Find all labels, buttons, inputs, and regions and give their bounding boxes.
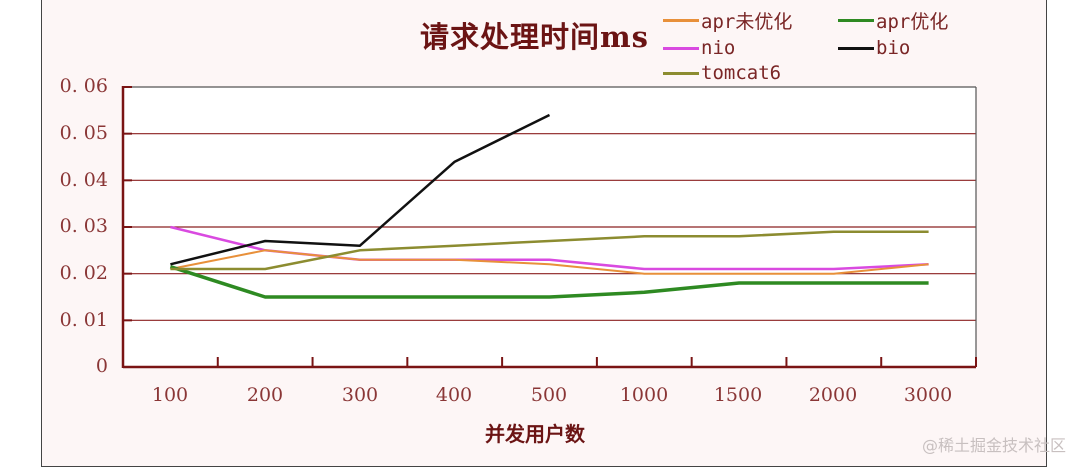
legend-item-apr-optimized: apr优化 — [838, 9, 949, 33]
chart-title: 请求处理时间ms — [420, 20, 650, 54]
legend-swatch — [663, 71, 699, 75]
legend-item-bio: bio — [838, 37, 910, 59]
legend-label: bio — [876, 37, 911, 59]
x-tick-label: 300 — [341, 384, 379, 406]
axes — [121, 86, 977, 369]
series-lines — [169, 113, 929, 299]
x-tick-label: 100 — [151, 384, 189, 406]
legend-item-apr-unoptimized: apr未优化 — [663, 9, 793, 33]
y-tick-label: 0. 04 — [59, 169, 108, 191]
legend-label: apr优化 — [876, 10, 949, 33]
y-tick-label: 0 — [95, 355, 108, 377]
x-tick-label: 1500 — [713, 384, 763, 406]
x-tick-label: 500 — [530, 384, 568, 406]
legend-swatch — [663, 18, 699, 22]
y-tick-label: 0. 02 — [59, 262, 108, 284]
series-line — [170, 249, 929, 275]
legend-label: tomcat6 — [701, 62, 782, 84]
legend-swatch — [838, 46, 874, 50]
legend-item-nio: nio — [663, 37, 735, 59]
legend-item-tomcat6: tomcat6 — [663, 62, 781, 84]
legend-swatch — [838, 18, 874, 22]
y-tick-label: 0. 01 — [59, 309, 108, 331]
series-line — [169, 265, 929, 299]
legend-label: apr未优化 — [701, 10, 793, 33]
y-tick-label: 0. 05 — [59, 122, 108, 144]
y-tick-label: 0. 03 — [59, 215, 108, 237]
watermark: @稀土掘金技术社区 — [921, 436, 1066, 455]
series-line — [170, 230, 929, 271]
series-line — [170, 113, 551, 266]
y-tick-label: 0. 06 — [59, 75, 108, 97]
x-tick-label: 3000 — [903, 384, 953, 406]
x-axis-title: 并发用户数 — [485, 422, 585, 446]
x-tick-label: 400 — [435, 384, 473, 406]
legend-swatch — [663, 46, 699, 50]
x-tick-label: 1000 — [619, 384, 669, 406]
x-tick-label: 200 — [246, 384, 284, 406]
x-tick-label: 2000 — [808, 384, 858, 406]
legend-label: nio — [701, 37, 736, 59]
